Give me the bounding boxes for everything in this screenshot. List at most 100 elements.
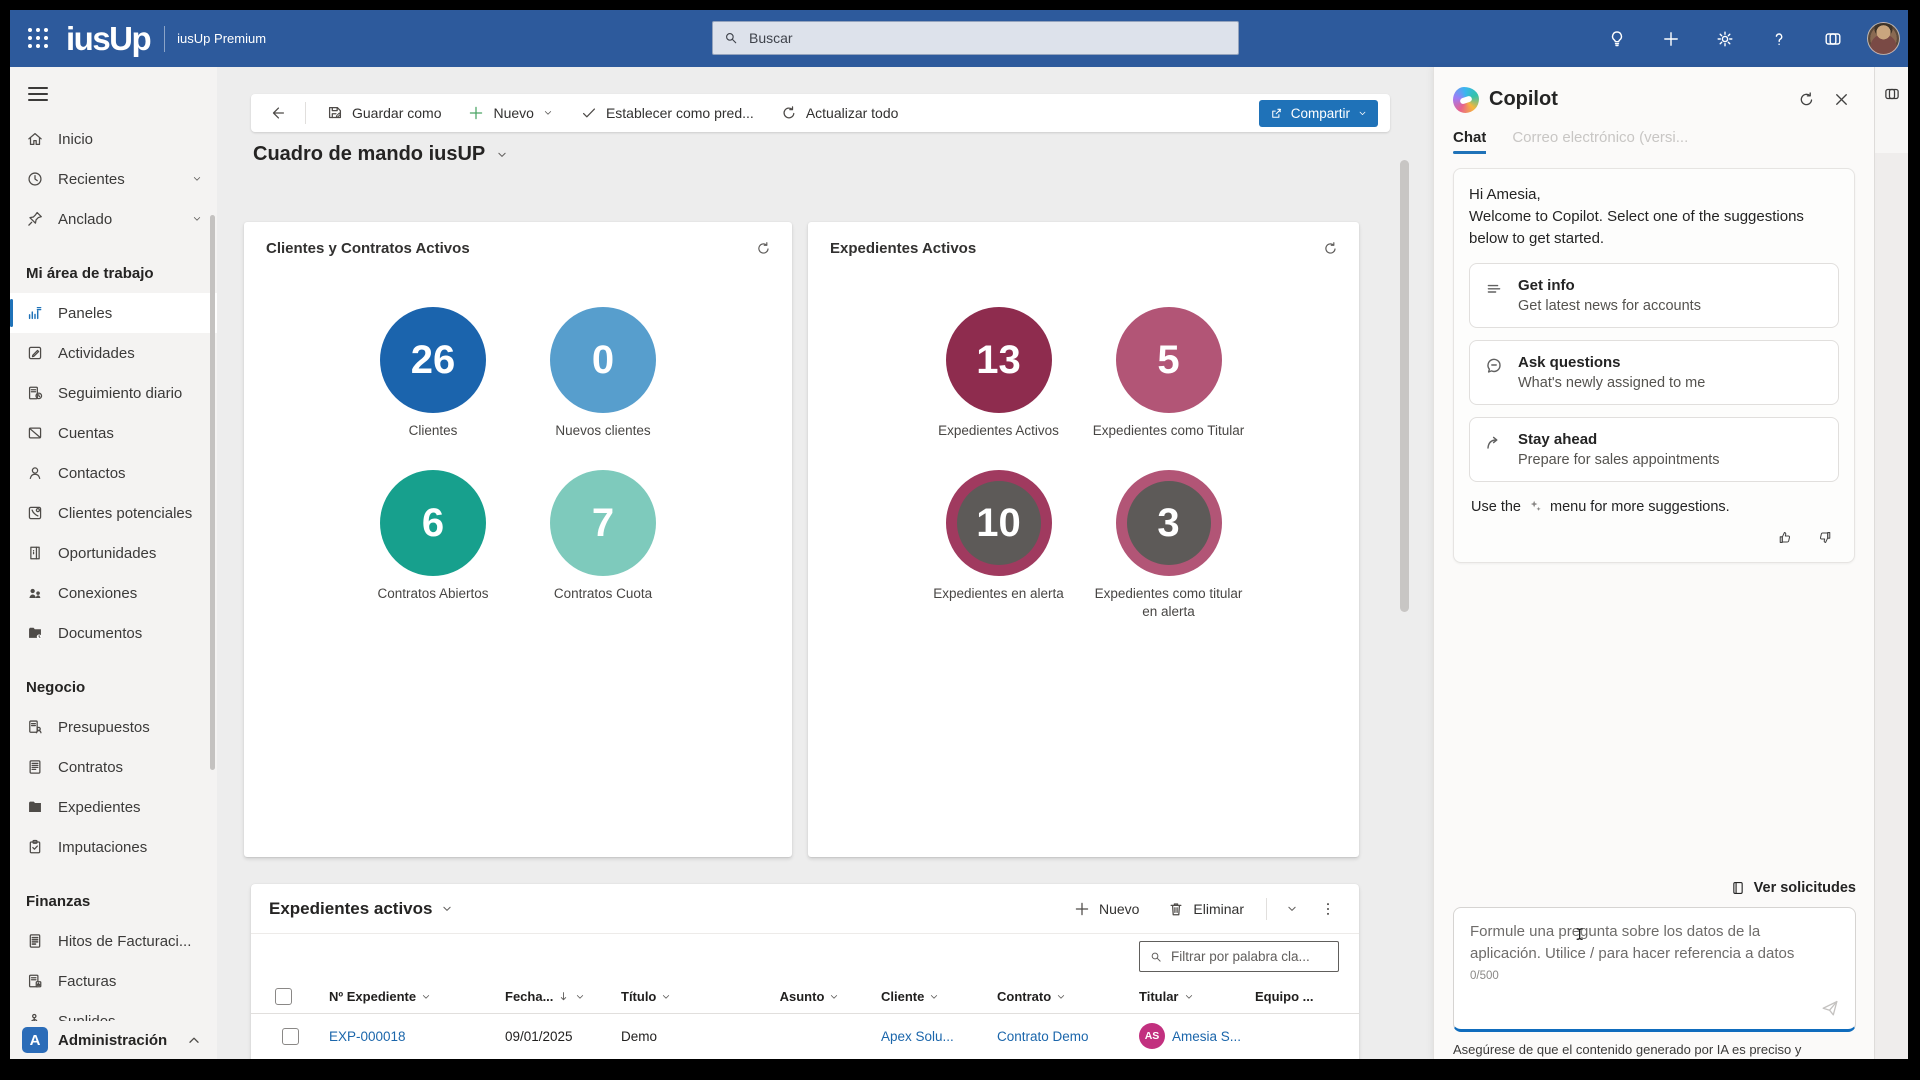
column-header-fecha[interactable]: Fecha... [491,989,607,1004]
page-title-chevron-icon[interactable] [495,148,509,162]
user-avatar[interactable] [1867,22,1900,55]
chevron-down-icon [928,991,940,1003]
grid-title: Expedientes activos [269,899,432,919]
select-all-checkbox[interactable] [275,988,292,1005]
kpi-circle[interactable]: 26 [380,307,486,413]
stay-ahead-icon [1484,433,1504,453]
view-requests-button[interactable]: Ver solicitudes [1453,880,1856,896]
sidebar-item-presupuestos[interactable]: Presupuestos [10,707,217,747]
sidebar-item-imputaciones[interactable]: Imputaciones [10,827,217,867]
help-icon[interactable] [1759,19,1799,59]
kpi-circle[interactable]: 7 [550,470,656,576]
copilot-chat-input[interactable]: Formule una pregunta sobre los datos de … [1453,907,1856,1032]
kpi-circle[interactable]: 5 [1116,307,1222,413]
sort-desc-icon [557,990,570,1003]
chevron-up-icon [185,1031,203,1049]
chevron-down-icon [1357,108,1368,119]
sidebar-item-anclado[interactable]: Anclado [10,199,217,239]
kpi-circle[interactable]: 6 [380,470,486,576]
plus-icon[interactable] [1651,19,1691,59]
sidebar-item-facturas[interactable]: Facturas [10,961,217,1001]
global-search[interactable] [712,21,1239,55]
sidebar-item-seguimiento-diario[interactable]: Seguimiento diario [10,373,217,413]
grid-nuevo-button[interactable]: Nuevo [1061,894,1151,924]
sidebar-scrollbar[interactable] [210,215,215,770]
sidebar-item-administracion[interactable]: A Administración [10,1021,217,1059]
copilot-restart-button[interactable] [1793,86,1820,113]
cell-contrato-link[interactable]: Contrato Demo [997,1029,1089,1044]
copilot-tab-correo-electronico-versi[interactable]: Correo electrónico (versi... [1512,129,1688,154]
suggestion-subtitle: Get latest news for accounts [1518,298,1701,314]
sidebar: InicioRecientesAncladoMi área de trabajo… [10,67,217,1059]
sidebar-item-oportunidades[interactable]: Oportunidades [10,533,217,573]
grid-title-dropdown[interactable]: Expedientes activos [269,899,454,919]
sidebar-item-contactos[interactable]: Contactos [10,453,217,493]
kpi-circle[interactable]: 10 [946,470,1052,576]
send-button[interactable] [1817,995,1843,1021]
kpi-circle[interactable]: 13 [946,307,1052,413]
column-header-n-expediente[interactable]: Nº Expediente [315,989,491,1004]
kpi-circle[interactable]: 0 [550,307,656,413]
suggestion-get-info[interactable]: Get infoGet latest news for accounts [1469,263,1839,328]
copilot-rail-toggle[interactable] [1879,81,1905,107]
share-button[interactable]: Compartir [1259,100,1378,127]
command-nuevo-button[interactable]: Nuevo [455,98,565,128]
cell-cliente-link[interactable]: Apex Solu... [881,1029,954,1044]
activities-icon [26,344,44,362]
command-actualizar-todo-button[interactable]: Actualizar todo [768,98,911,128]
suggestion-ask-questions[interactable]: Ask questionsWhat's newly assigned to me [1469,340,1839,405]
kpi-circle[interactable]: 3 [1116,470,1222,576]
column-header-titular[interactable]: Titular [1125,989,1241,1004]
copilot-close-button[interactable] [1828,86,1855,113]
lightbulb-icon[interactable] [1597,19,1637,59]
sidebar-item-documentos[interactable]: Documentos [10,613,217,653]
sidebar-item-expedientes[interactable]: Expedientes [10,787,217,827]
cell-expediente-link[interactable]: EXP-000018 [329,1029,406,1044]
command-guardar-como-button[interactable]: Guardar como [314,98,453,128]
sidebar-item-clientes-potenciales[interactable]: Clientes potenciales [10,493,217,533]
invoices-icon [26,972,44,990]
home-icon [26,130,44,148]
sidebar-item-inicio[interactable]: Inicio [10,119,217,159]
sidebar-item-recientes[interactable]: Recientes [10,159,217,199]
requests-icon [1730,880,1746,896]
grid-overflow-menu[interactable] [1311,896,1345,922]
sidebar-item-conexiones[interactable]: Conexiones [10,573,217,613]
app-launcher-icon[interactable] [18,19,58,59]
grid-eliminar-button[interactable]: Eliminar [1155,894,1256,924]
thumbs-down-button[interactable] [1814,527,1835,548]
column-header-equipo[interactable]: Equipo ... [1241,989,1359,1004]
sidebar-item-label: Conexiones [58,585,203,602]
column-header-contrato[interactable]: Contrato [983,989,1125,1004]
kpi-expedientes-activos: 13Expedientes Activos [914,307,1084,440]
grid-filter-input[interactable]: Filtrar por palabra cla... [1139,941,1339,972]
copilot-tab-chat[interactable]: Chat [1453,129,1486,154]
card-refresh-button[interactable] [1320,238,1341,259]
sidebar-item-paneles[interactable]: Paneles [10,293,217,333]
search-input[interactable] [747,29,1228,47]
requests-icon [1730,880,1746,896]
row-checkbox[interactable] [282,1028,299,1045]
hamburger-menu-icon[interactable] [24,79,52,109]
command-establecer-como-pred-button[interactable]: Establecer como pred... [568,98,766,128]
daily-tracking-icon [26,384,44,402]
grid-more-commands-chevron[interactable] [1277,898,1307,920]
column-header-asunto[interactable]: Asunto [739,989,867,1004]
column-header-cliente[interactable]: Cliente [867,989,983,1004]
sparkle-icon [1527,498,1544,515]
dashboard-cards-row: Clientes y Contratos Activos26Clientes0N… [244,222,1359,857]
thumbs-up-button[interactable] [1775,527,1796,548]
suggestion-stay-ahead[interactable]: Stay aheadPrepare for sales appointments [1469,417,1839,482]
copilot-panel-icon[interactable] [1813,19,1853,59]
sidebar-item-contratos[interactable]: Contratos [10,747,217,787]
sidebar-item-hitos-de-facturaci[interactable]: Hitos de Facturaci... [10,921,217,961]
main-scrollbar[interactable] [1400,160,1409,612]
cell-titular-link[interactable]: Amesia S... [1172,1029,1241,1044]
settings-gear-icon[interactable] [1705,19,1745,59]
kpi-value: 3 [1157,503,1179,543]
sidebar-item-actividades[interactable]: Actividades [10,333,217,373]
sidebar-item-cuentas[interactable]: Cuentas [10,413,217,453]
column-header-titulo[interactable]: Título [607,989,739,1004]
back-button[interactable] [259,100,297,126]
card-refresh-button[interactable] [753,238,774,259]
